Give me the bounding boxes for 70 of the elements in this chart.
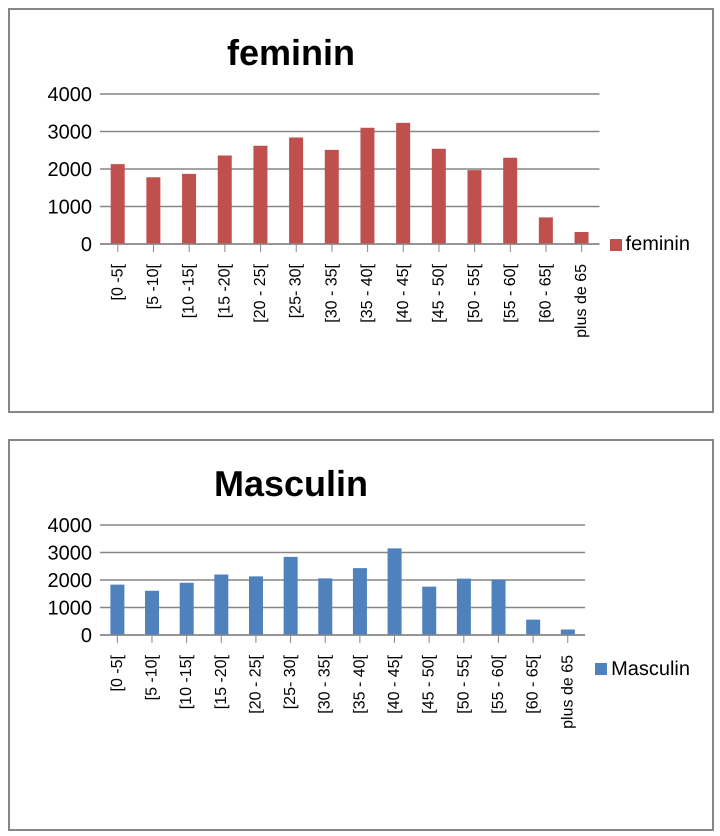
bar xyxy=(352,568,367,635)
bar xyxy=(110,164,125,244)
x-tick-label: [5 -10[ xyxy=(143,654,160,700)
y-tick-label: 2000 xyxy=(48,159,92,182)
x-tick-label: [55 - 60[ xyxy=(490,654,507,714)
x-tick-label: [20 - 25[ xyxy=(252,263,270,323)
x-tick-label: [40 - 45[ xyxy=(394,263,412,323)
x-tick-label: [40 - 45[ xyxy=(386,654,404,714)
x-tick-label: [35 - 40[ xyxy=(359,263,376,323)
x-tick-label: [10 -15[ xyxy=(178,654,196,710)
bar xyxy=(422,586,436,635)
y-tick-label: 4000 xyxy=(48,515,92,538)
x-tick-label: [60 - 65[ xyxy=(537,263,554,323)
x-tick-label: [10 -15[ xyxy=(180,263,198,318)
x-tick-label: [25- 30[ xyxy=(282,654,300,710)
bar xyxy=(492,579,506,635)
bar xyxy=(388,548,402,635)
x-tick-label: [45 - 50[ xyxy=(430,263,448,323)
x-tick-label: [0 -5[ xyxy=(109,263,126,300)
y-tick-label: 0 xyxy=(80,625,92,648)
y-tick-label: 1000 xyxy=(48,598,92,620)
bar xyxy=(318,578,332,635)
legend-label: Masculin xyxy=(611,658,690,680)
bar xyxy=(396,122,410,244)
x-tick-label: plus de 65 xyxy=(573,264,590,338)
bar xyxy=(360,128,374,244)
bar xyxy=(248,576,263,635)
bar xyxy=(503,158,518,244)
x-tick-label: [15 -20[ xyxy=(212,654,230,710)
chart-title: feminin xyxy=(226,32,356,75)
y-tick-label: 1000 xyxy=(48,196,92,219)
bar xyxy=(324,150,339,244)
chart-title: Masculin xyxy=(212,463,370,506)
bar xyxy=(456,578,471,635)
legend-label: feminin xyxy=(626,233,690,255)
x-tick-label: [5 -10[ xyxy=(145,263,162,310)
x-tick-label: [25- 30[ xyxy=(288,263,305,318)
bar xyxy=(145,590,160,635)
x-tick-label: [20 - 25[ xyxy=(247,654,264,714)
bar xyxy=(214,574,228,635)
bar xyxy=(146,177,160,244)
y-tick-label: 2000 xyxy=(48,570,92,592)
x-tick-label: [15 -20[ xyxy=(216,263,234,318)
bar xyxy=(538,217,553,244)
x-tick-label: [60 - 65[ xyxy=(524,654,542,714)
bar xyxy=(182,174,196,244)
x-tick-label: [0 -5[ xyxy=(108,654,126,692)
x-tick-label: [45 - 50[ xyxy=(420,654,438,714)
bar xyxy=(432,148,446,244)
bar xyxy=(180,582,194,635)
x-tick-label: [50 - 55[ xyxy=(466,263,484,323)
bar xyxy=(526,620,540,635)
bar xyxy=(110,584,124,635)
y-tick-label: 0 xyxy=(80,234,92,256)
y-tick-label: 4000 xyxy=(48,84,92,106)
bar xyxy=(253,146,268,244)
bar xyxy=(218,156,232,244)
x-tick-label: [30 - 35[ xyxy=(316,654,334,714)
bar xyxy=(560,630,575,635)
x-tick-label: plus de 65 xyxy=(559,654,576,729)
x-tick-label: [50 - 55[ xyxy=(455,654,472,714)
y-tick-label: 3000 xyxy=(48,122,92,144)
x-tick-label: [35 - 40[ xyxy=(351,654,368,714)
bar xyxy=(289,138,304,244)
bar xyxy=(468,170,482,244)
y-tick-label: 3000 xyxy=(48,542,92,565)
x-tick-label: [55 - 60[ xyxy=(502,263,519,323)
x-tick-label: [30 - 35[ xyxy=(323,263,340,323)
bar xyxy=(574,232,589,244)
bar xyxy=(284,556,298,635)
